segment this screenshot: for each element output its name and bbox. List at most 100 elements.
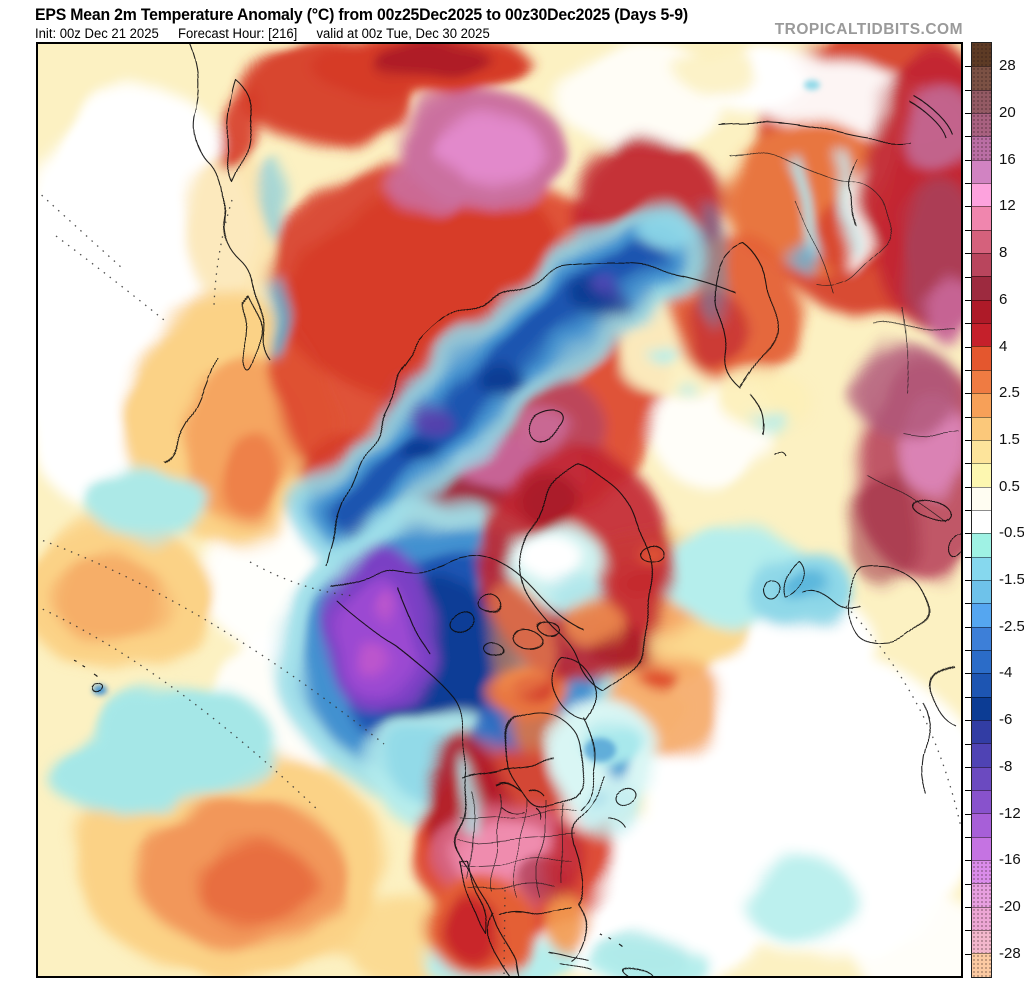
colorbar-tick	[965, 276, 971, 278]
colorbar-segment	[972, 579, 991, 604]
colorbar-segment	[972, 206, 991, 230]
colorbar-segment	[972, 790, 991, 814]
colorbar-tick	[965, 790, 971, 792]
colorbar-tick	[965, 113, 971, 115]
colorbar-label: -8	[999, 757, 1013, 775]
colorbar-label: -4	[999, 664, 1013, 682]
colorbar-tick	[965, 299, 971, 301]
colorbar-segment	[972, 346, 991, 370]
anomaly-map-canvas	[36, 42, 963, 978]
colorbar-label: -2.5	[999, 617, 1024, 635]
colorbar-tick	[965, 66, 971, 68]
colorbar-segment	[972, 136, 991, 160]
colorbar-tick	[965, 253, 971, 255]
colorbar-tick	[965, 183, 971, 185]
colorbar-segment	[972, 696, 991, 720]
colorbar-tick	[965, 603, 971, 605]
colorbar-tick	[965, 813, 971, 815]
colorbar-segment	[972, 556, 991, 580]
colorbar-tick	[965, 159, 971, 161]
colorbar-segment	[972, 393, 991, 417]
colorbar-segment	[972, 159, 991, 184]
colorbar-tick	[965, 416, 971, 418]
init-time: Init: 00z Dec 21 2025	[35, 26, 159, 41]
colorbar-label: -12	[999, 804, 1021, 822]
colorbar-tick	[965, 510, 971, 511]
colorbar-tick	[965, 766, 971, 768]
colorbar-tick	[965, 556, 971, 558]
colorbar-segment	[972, 930, 991, 954]
colorbar-tick	[965, 369, 971, 371]
colorbar-label: -0.5	[999, 524, 1024, 542]
colorbar-tick	[965, 626, 971, 628]
colorbar-tick	[965, 229, 971, 231]
colorbar-tick	[965, 533, 971, 535]
forecast-hour: Forecast Hour: [216]	[177, 26, 298, 41]
valid-time: valid at 00z Tue, Dec 30 2025	[316, 26, 490, 41]
colorbar-tick	[965, 486, 971, 488]
colorbar-tick	[965, 206, 971, 208]
colorbar-segment	[972, 416, 991, 440]
graticule-lines	[36, 189, 963, 977]
colorbar-label: 28	[999, 57, 1016, 75]
colorbar-tick	[965, 580, 971, 582]
map-frame	[36, 42, 963, 978]
colorbar-segment	[972, 860, 991, 884]
colorbar-segment	[972, 439, 991, 464]
colorbar-label: -20	[999, 897, 1021, 915]
colorbar-label: 4	[999, 337, 1008, 355]
colorbar-segment	[972, 533, 991, 557]
colorbar-label: 8	[999, 244, 1008, 262]
colorbar-tick	[965, 930, 971, 932]
colorbar-tick	[965, 673, 971, 675]
colorbar-segment	[972, 486, 991, 510]
colorbar-tick	[965, 89, 971, 91]
colorbar-segment	[972, 719, 991, 744]
colorbar-segment	[972, 836, 991, 861]
colorbar-segment	[972, 369, 991, 394]
colorbar-label: 6	[999, 290, 1008, 308]
colorbar-segment	[972, 743, 991, 767]
page-title: EPS Mean 2m Temperature Anomaly (°C) fro…	[35, 5, 688, 24]
colorbar-segment	[972, 603, 991, 627]
colorbar-tick	[965, 650, 971, 652]
colorbar-segment	[972, 89, 991, 114]
colorbar-segment	[972, 509, 991, 534]
anomaly-color-fields	[36, 42, 963, 978]
colorbar-tick	[965, 393, 971, 395]
colorbar-segment	[972, 113, 991, 137]
model-run-info: Init: 00z Dec 21 2025 Forecast Hour: [21…	[35, 26, 505, 41]
colorbar-label: 1.5	[999, 430, 1020, 448]
colorbar-segment	[972, 883, 991, 907]
temperature-colorbar: 28 20 16 12 8 6 4 2.5 1.5 0.5 -0.5 -1.5 -2.5 -4 -6 -8 -1…	[965, 42, 1024, 978]
colorbar-tick	[965, 883, 971, 885]
anomaly-detail-flecks	[93, 80, 820, 762]
colorbar-label: 0.5	[999, 477, 1020, 495]
colorbar-segment	[972, 463, 991, 487]
colorbar-segment	[972, 253, 991, 277]
colorbar-segment	[972, 649, 991, 674]
colorbar-tick	[965, 720, 971, 722]
colorbar-segment	[972, 276, 991, 300]
colorbar-tick	[965, 136, 971, 138]
colorbar-label: -16	[999, 851, 1021, 869]
colorbar-segment	[972, 906, 991, 931]
colorbar-tick	[965, 323, 971, 325]
colorbar-tick	[965, 439, 971, 441]
colorbar-tick	[965, 860, 971, 862]
colorbar-segment	[972, 66, 991, 90]
colorbar-segment	[972, 323, 991, 347]
colorbar-segment	[972, 299, 991, 324]
colorbar-segment	[972, 673, 991, 697]
colorbar-tick	[965, 346, 971, 348]
colorbar-segment	[972, 626, 991, 650]
colorbar-label: -1.5	[999, 571, 1024, 589]
colorbar-label: 20	[999, 104, 1016, 122]
colorbar-label: -6	[999, 711, 1013, 729]
colorbar-tick	[965, 743, 971, 745]
colorbar-segment	[972, 229, 991, 254]
political-borders	[455, 150, 959, 900]
colorbar-tick	[965, 836, 971, 838]
colorbar-label: -28	[999, 944, 1021, 962]
